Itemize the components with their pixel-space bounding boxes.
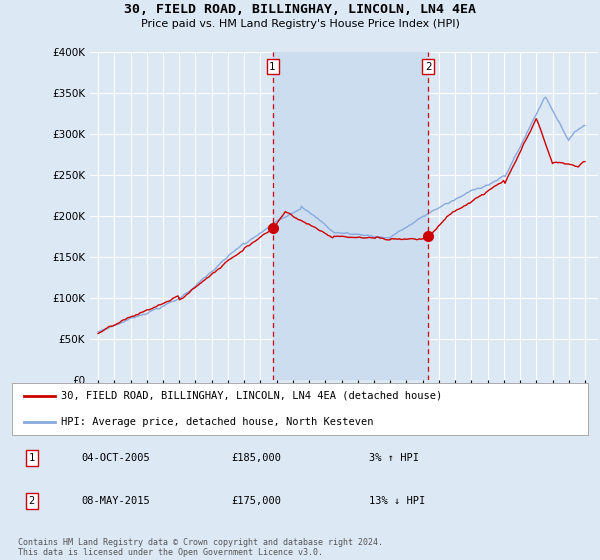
Text: HPI: Average price, detached house, North Kesteven: HPI: Average price, detached house, Nort… — [61, 417, 373, 427]
Bar — [272, 52, 428, 380]
Text: 30, FIELD ROAD, BILLINGHAY, LINCOLN, LN4 4EA: 30, FIELD ROAD, BILLINGHAY, LINCOLN, LN4… — [124, 3, 476, 16]
Text: 2: 2 — [28, 496, 35, 506]
Text: 1: 1 — [269, 62, 276, 72]
Text: 1: 1 — [28, 453, 35, 463]
Text: 04-OCT-2005: 04-OCT-2005 — [81, 453, 150, 463]
Text: £175,000: £175,000 — [231, 496, 281, 506]
Text: 13% ↓ HPI: 13% ↓ HPI — [369, 496, 425, 506]
Text: Contains HM Land Registry data © Crown copyright and database right 2024.
This d: Contains HM Land Registry data © Crown c… — [18, 538, 383, 557]
Text: £185,000: £185,000 — [231, 453, 281, 463]
Text: Price paid vs. HM Land Registry's House Price Index (HPI): Price paid vs. HM Land Registry's House … — [140, 19, 460, 29]
Text: 08-MAY-2015: 08-MAY-2015 — [81, 496, 150, 506]
Text: 3% ↑ HPI: 3% ↑ HPI — [369, 453, 419, 463]
Text: 2: 2 — [425, 62, 432, 72]
Text: 30, FIELD ROAD, BILLINGHAY, LINCOLN, LN4 4EA (detached house): 30, FIELD ROAD, BILLINGHAY, LINCOLN, LN4… — [61, 391, 442, 401]
